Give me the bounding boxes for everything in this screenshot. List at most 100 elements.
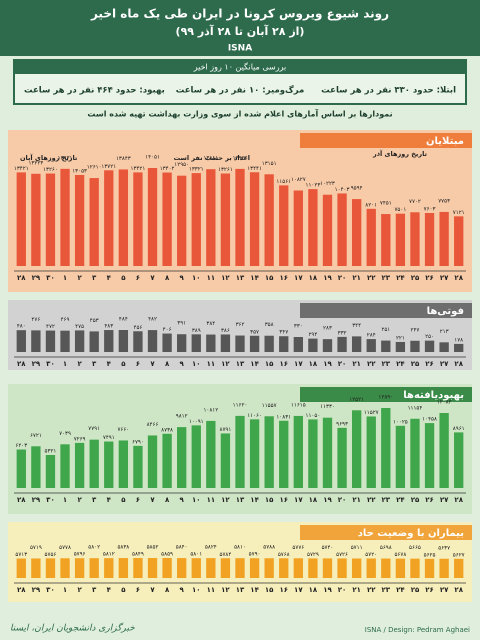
x-tick-label: ۲۳: [382, 586, 391, 594]
bar: [410, 558, 420, 578]
bar: [381, 340, 391, 352]
bar: [16, 330, 26, 352]
bar: [191, 558, 201, 578]
x-tick-label: ۱۱: [207, 274, 216, 282]
bar: [16, 449, 26, 488]
x-tick-label: ۲۴: [396, 496, 405, 504]
x-tick-label: ۳۰: [46, 360, 55, 368]
value-label: ۱۳۲۶۱: [218, 167, 233, 173]
bar: [366, 208, 376, 266]
value-label: ۳۳۲: [338, 330, 347, 336]
x-tick-label: ۱۱: [207, 360, 216, 368]
value-label: ۱۳۸۸۱: [203, 156, 218, 162]
bar: [322, 339, 333, 352]
bar: [133, 172, 143, 266]
bar: [337, 558, 347, 578]
value-label: ۵۷۵۶: [45, 552, 57, 558]
bar: [118, 440, 129, 488]
x-tick-label: ۱۳: [236, 496, 245, 504]
value-label: ۲۸۳: [323, 326, 332, 332]
value-label: ۷۷۵۳: [438, 198, 450, 204]
x-tick-label: ۲۹: [32, 360, 41, 368]
x-tick-label: ۲۷: [440, 274, 449, 282]
bar: [395, 425, 406, 488]
bar: [249, 172, 260, 266]
x-tick-label: ۲: [77, 496, 82, 504]
x-tick-label: ۱۷: [294, 496, 303, 504]
x-tick-label: ۳: [92, 274, 97, 282]
bar: [191, 173, 201, 266]
value-label: ۹۶۹۳: [336, 421, 348, 427]
value-label: ۶۷۹۰: [132, 439, 144, 445]
value-label: ۸۹۶۱: [453, 426, 465, 432]
bar: [162, 433, 172, 488]
value-label: ۵۷۸۴: [220, 552, 232, 558]
bar: [249, 558, 260, 578]
bar: [45, 454, 56, 488]
bar: [89, 331, 99, 352]
value-label: ۵۸۵۹: [161, 552, 173, 558]
value-label: ۵۸۲۴: [205, 545, 217, 551]
value-label: ۵۷۶۸: [278, 552, 290, 558]
bar: [293, 337, 303, 352]
value-label: ۶۷۲۱: [30, 433, 42, 439]
bar: [162, 558, 172, 578]
value-label: ۵۷۹۰: [249, 552, 261, 558]
value-label: ۲۲۱: [396, 335, 405, 341]
value-label: ۱۱۶۱۵: [291, 402, 306, 408]
x-tick-label: ۱۷: [294, 274, 303, 282]
value-label: ۱۳۷۲۱: [101, 164, 116, 170]
x-tick-label: ۲۵: [411, 496, 420, 504]
x-tick-label: ۱۴: [250, 274, 259, 282]
value-label: ۷۶۶۰: [117, 427, 129, 433]
bar: [16, 558, 26, 578]
bar: [381, 408, 391, 488]
value-label: ۷۴۹۱: [103, 435, 115, 441]
x-tick-label: ۲۳: [382, 274, 391, 282]
x-tick-label: ۲۹: [32, 496, 41, 504]
value-label: ۲۸۴: [367, 333, 376, 339]
x-tick-label: ۹: [180, 496, 185, 504]
x-tick-label: ۵: [121, 586, 126, 594]
brand: ISNA: [228, 44, 252, 54]
value-label: ۵۸۴۹: [132, 552, 144, 558]
summary-item: بهبود: حدود ۴۶۴ نفر در هر ساعت: [24, 86, 165, 96]
value-label: ۱۰۰۹۱: [189, 419, 204, 425]
panel-title: بیماران با وضعیت حاد: [358, 528, 464, 539]
value-label: ۵۶۷۸: [394, 552, 406, 558]
bar: [322, 194, 333, 266]
x-tick-label: ۲۱: [352, 496, 361, 504]
annotation: تاریخ روزهای آبان: [20, 153, 77, 162]
x-tick-label: ۱۹: [323, 496, 332, 504]
x-tick-label: ۲: [77, 360, 82, 368]
x-tick-label: ۴: [107, 586, 112, 594]
value-label: ۱۱۰۵۰: [306, 413, 321, 419]
value-label: ۱۳۴۲۱: [131, 166, 146, 172]
bar: [351, 199, 362, 266]
value-label: ۱۳۸۴۳: [116, 156, 131, 162]
subtitle: (از ۲۸ آبان تا ۲۸ آذر ۹۹): [176, 24, 305, 38]
bar: [366, 339, 376, 352]
value-label: ۱۳۱۵۱: [262, 161, 277, 167]
value-label: ۳۶۲: [236, 322, 245, 328]
bar: [147, 330, 158, 352]
bar: [351, 336, 362, 352]
bar: [454, 343, 464, 352]
bar: [104, 441, 114, 488]
x-tick-label: ۲۸: [17, 586, 26, 594]
bar: [74, 174, 85, 266]
x-tick-label: ۱۵: [265, 496, 274, 504]
bar: [395, 558, 406, 578]
panel-title: مبتلایان: [426, 136, 464, 147]
credit: ISNA / Design: Pedram Aghaei: [365, 626, 470, 634]
bar: [308, 189, 318, 266]
bar: [337, 336, 347, 352]
x-tick-label: ۱۴: [250, 360, 259, 368]
x-tick-label: ۲۴: [396, 586, 405, 594]
x-tick-label: ۲۶: [425, 274, 434, 282]
x-tick-label: ۲۰: [338, 274, 347, 282]
bar: [264, 416, 274, 488]
x-tick-label: ۹: [180, 274, 185, 282]
value-label: ۳۵۷: [250, 329, 259, 335]
value-label: ۵۷۸۸: [263, 545, 275, 551]
